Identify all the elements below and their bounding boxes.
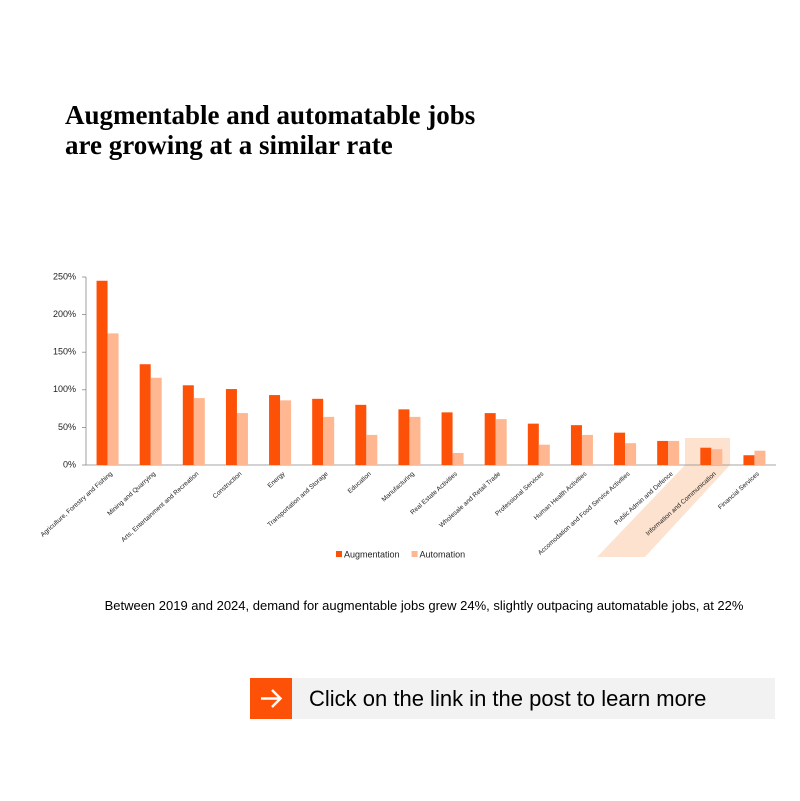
bar (495, 419, 507, 465)
bar (711, 449, 723, 465)
legend-swatch (411, 551, 418, 557)
bar (409, 416, 421, 465)
x-tick-label: Manufacturing (381, 470, 417, 503)
bar (484, 413, 496, 465)
x-tick-label: Real Estate Activities (409, 470, 459, 516)
y-tick-label: 100% (53, 384, 76, 394)
bar (398, 409, 410, 465)
bar (193, 398, 205, 465)
bar (107, 333, 119, 465)
bar (668, 440, 680, 465)
chart: 0% 50% 100% 150% 200% 250% Agriculture, Forest… (40, 271, 776, 559)
bar (323, 416, 335, 465)
bar (355, 404, 367, 465)
x-tick-label: Mining and Quarrying (106, 470, 157, 517)
bar (754, 450, 766, 465)
bar (452, 452, 464, 465)
legend-label: Automation (420, 549, 466, 559)
legend-label: Augmentation (344, 549, 400, 559)
bar (581, 434, 593, 465)
y-tick-label: 0% (63, 459, 76, 469)
arrow-icon (250, 678, 292, 719)
bar (150, 377, 162, 465)
bar (527, 423, 539, 465)
bar (366, 434, 378, 465)
x-tick-label: Financial Services (717, 470, 761, 511)
bar (225, 389, 237, 465)
bar (312, 398, 324, 465)
x-tick-label: Education (347, 470, 373, 495)
bar (700, 447, 712, 465)
bar (269, 395, 281, 465)
caption: Between 2019 and 2024, demand for augmen… (104, 598, 744, 613)
bar (182, 385, 194, 465)
bar (614, 432, 626, 465)
cta-text: Click on the link in the post to learn m… (309, 686, 707, 711)
legend-swatch (336, 551, 342, 557)
plot-area: 0% 50% 100% 150% 200% 250% Agriculture, Forest… (40, 271, 776, 559)
bar (139, 364, 151, 465)
y-tick-label: 50% (58, 422, 76, 432)
bar (236, 413, 248, 465)
x-tick-label: Construction (212, 470, 244, 500)
y-tick-label: 200% (53, 309, 76, 319)
arrow (261, 689, 283, 708)
x-tick-label: Agriculture, Forestry and Fishing (40, 470, 115, 538)
cta-link[interactable]: Click on the link in the post to learn m… (250, 678, 775, 719)
title: Augmentable and automatable jobs are gro… (65, 100, 476, 160)
y-tick-label: 150% (53, 347, 76, 357)
bar (625, 443, 637, 465)
bar (280, 400, 292, 465)
x-tick-label: Arts, Entertainment and Recreation (120, 470, 200, 543)
bar (441, 412, 453, 465)
x-tick-label: Energy (267, 470, 288, 489)
bar (657, 440, 669, 465)
bar (570, 425, 582, 465)
highlight (597, 438, 730, 557)
bar (538, 444, 550, 465)
bar (96, 280, 108, 465)
bar (743, 455, 755, 465)
y-tick-label: 250% (53, 271, 76, 281)
